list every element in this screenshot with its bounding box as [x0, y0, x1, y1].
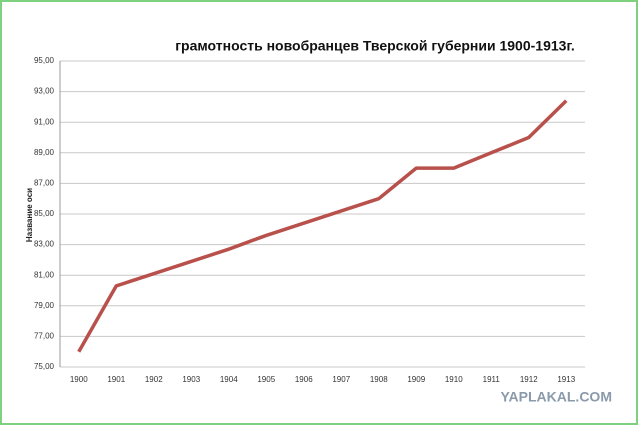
y-tick-label: 77,00	[34, 332, 55, 341]
y-tick-label: 75,00	[34, 362, 55, 371]
y-tick-label: 81,00	[34, 270, 55, 279]
x-tick-label: 1900	[70, 375, 88, 384]
data-line	[77, 99, 568, 353]
chart-title: грамотность новобранцев Тверской губерни…	[175, 38, 575, 54]
x-tick-label: 1912	[520, 375, 538, 384]
y-tick-label: 85,00	[34, 209, 55, 218]
x-tick-label: 1905	[257, 375, 275, 384]
watermark: YAPLAKAL.COM	[501, 389, 613, 405]
x-tick-label: 1911	[483, 375, 501, 384]
x-tick-label: 1906	[295, 375, 313, 384]
y-tick-label: 87,00	[34, 179, 55, 188]
x-tick-label: 1903	[182, 375, 200, 384]
x-tick-label: 1913	[557, 375, 575, 384]
x-tick-label: 1907	[332, 375, 350, 384]
y-tick-label: 95,00	[34, 56, 55, 65]
y-tick-label: 93,00	[34, 87, 55, 96]
x-tick-label: 1901	[107, 375, 125, 384]
x-tick-label: 1910	[445, 375, 463, 384]
y-axis-label: Название оси	[25, 188, 34, 242]
x-tick-label: 1909	[407, 375, 425, 384]
y-tick-label: 89,00	[34, 148, 55, 157]
y-tick-label: 83,00	[34, 240, 55, 249]
x-tick-label: 1908	[370, 375, 388, 384]
y-tick-label: 91,00	[34, 117, 55, 126]
y-tick-label: 79,00	[34, 301, 55, 310]
x-tick-label: 1902	[145, 375, 163, 384]
x-tick-label: 1904	[220, 375, 238, 384]
